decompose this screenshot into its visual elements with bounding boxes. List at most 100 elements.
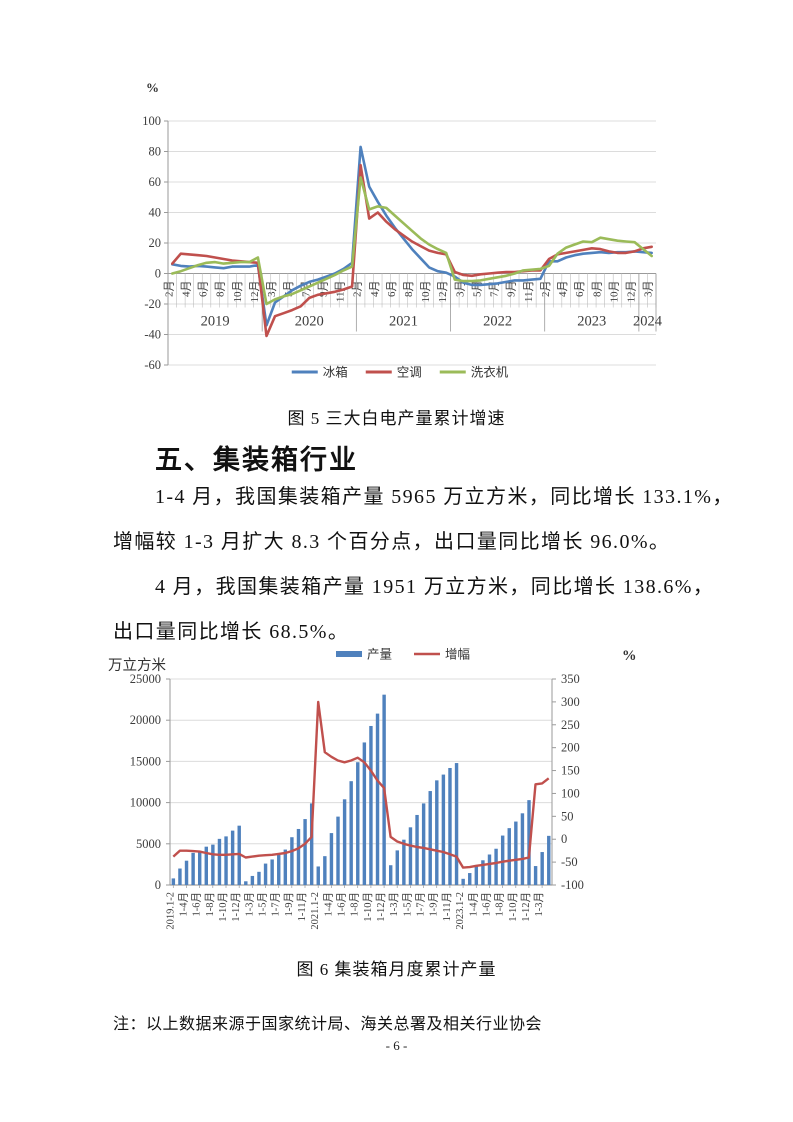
x-tick-label: 1-3月: [243, 892, 255, 917]
x-tick-label: 2月: [352, 281, 364, 298]
y-tick-label: -20: [144, 297, 161, 311]
right-tick-label: 150: [561, 764, 580, 778]
bar: [375, 713, 380, 885]
x-tick-label: 1-9月: [428, 892, 440, 917]
bar: [323, 856, 327, 885]
bar: [211, 844, 215, 885]
bar: [500, 835, 505, 885]
x-tick-label: 12月: [626, 281, 638, 303]
x-tick-label: 8月: [215, 281, 227, 298]
y-tick-label: 100: [142, 114, 161, 128]
figure6-caption: 图 6 集装箱月度累计产量: [296, 960, 497, 979]
x-tick-label: 6月: [574, 281, 586, 298]
bar: [388, 865, 393, 885]
right-tick-label: 100: [561, 786, 580, 800]
left-tick-label: 0: [155, 878, 161, 892]
x-tick-label: 8月: [403, 281, 415, 298]
x-tick-label: 1-3月: [388, 892, 400, 917]
bar: [481, 860, 485, 885]
bar: [303, 819, 307, 885]
right-axis-title: %: [622, 648, 637, 664]
legend-label: 产量: [367, 648, 392, 662]
x-tick-label: 1-6月: [191, 892, 203, 917]
x-tick-label: 4月: [369, 281, 381, 298]
bar: [421, 803, 426, 885]
x-tick-label: 10月: [609, 281, 621, 303]
figure5-line-chart: -60 -40 -20 0 20 40 60 80 100% 2月 4月 6月 8月 10月 12月 3月 5月…: [142, 80, 662, 380]
y-tick-label: -60: [144, 358, 161, 372]
bar: [507, 828, 511, 885]
left-axis-title: 万立方米: [108, 657, 166, 674]
data-source-note: 注：以上数据来源于国家统计局、海关总署及相关行业协会: [113, 1016, 543, 1033]
x-tick-label: 10月: [420, 281, 432, 303]
bar: [369, 725, 373, 885]
bar: [309, 803, 314, 885]
bar: [395, 850, 399, 885]
x-tick-label: 2023.1-2: [455, 892, 466, 930]
x-tick-label: 1-4月: [322, 892, 334, 917]
bar: [329, 833, 334, 885]
right-tick-label: 200: [561, 741, 580, 755]
section-heading: 五、集装箱行业: [155, 445, 358, 475]
left-tick-label: 25000: [130, 672, 161, 686]
y-tick-label: 60: [149, 175, 162, 189]
x-tick-label: 6月: [386, 281, 398, 298]
bar: [184, 860, 189, 885]
bar: [178, 868, 182, 885]
series-line-0: [170, 145, 654, 327]
x-tick-label: 1-10月: [507, 892, 519, 922]
y-tick-label: -40: [144, 328, 161, 342]
bar: [540, 852, 544, 885]
y-tick-label: 20: [149, 236, 162, 250]
right-tick-label: 50: [561, 809, 574, 823]
bar: [520, 813, 525, 885]
bar: [244, 881, 248, 885]
bar: [362, 742, 367, 885]
legend-swatch: [336, 651, 362, 657]
growth-line: [172, 700, 550, 869]
right-tick-label: 0: [561, 832, 567, 846]
x-tick-label: 1-5月: [257, 892, 269, 917]
bar: [283, 849, 288, 885]
bar: [171, 878, 176, 885]
x-tick-label: 2021.1-2: [310, 892, 321, 930]
x-tick-label: 1-12月: [230, 892, 242, 922]
x-tick-label: 1-7月: [270, 892, 282, 917]
page-number: - 6 -: [385, 1038, 408, 1053]
bar: [435, 780, 439, 885]
year-label: 2021: [389, 314, 418, 330]
bar: [402, 839, 406, 885]
x-tick-label: 1-10月: [217, 892, 229, 922]
figure5-caption: 图 5 三大白电产量累计增速: [287, 409, 506, 428]
right-tick-label: 250: [561, 718, 580, 732]
bar: [415, 814, 419, 885]
x-tick-label: 1-10月: [362, 892, 374, 922]
x-tick-label: 1-5月: [401, 892, 413, 917]
x-tick-label: 1-8月: [204, 892, 216, 917]
legend-label: 增幅: [445, 647, 470, 662]
paragraph2-line1: 4 月，我国集装箱产量 1951 万立方米，同比增长 138.6%，: [155, 576, 715, 598]
bar: [263, 863, 268, 885]
left-tick-label: 15000: [130, 754, 161, 768]
x-tick-label: 1-6月: [336, 892, 348, 917]
x-tick-label: 2019.1-2: [165, 892, 176, 930]
y-tick-label: 80: [149, 145, 162, 159]
figure6-bar-chart: 0 5000 10000 15000 20000 25000 -100 -50 0 50 100 15…: [108, 647, 637, 930]
x-tick-label: 1-11月: [296, 892, 308, 921]
left-tick-label: 5000: [136, 837, 161, 851]
x-tick-label: 9月: [506, 281, 518, 298]
x-tick-label: 3月: [643, 281, 655, 298]
x-tick-label: 1-7月: [415, 892, 427, 917]
x-tick-label: 1-9月: [283, 892, 295, 917]
y-tick-label: 40: [149, 206, 162, 220]
bar: [494, 848, 498, 885]
right-tick-label: 300: [561, 695, 580, 709]
right-tick-label: -50: [561, 855, 578, 869]
x-tick-label: 12月: [437, 281, 449, 303]
y-tick-label: 0: [155, 267, 161, 281]
bar: [547, 835, 551, 885]
legend-label: 冰箱: [323, 365, 348, 380]
legend-label: 空调: [397, 366, 422, 380]
left-tick-label: 10000: [130, 796, 161, 810]
